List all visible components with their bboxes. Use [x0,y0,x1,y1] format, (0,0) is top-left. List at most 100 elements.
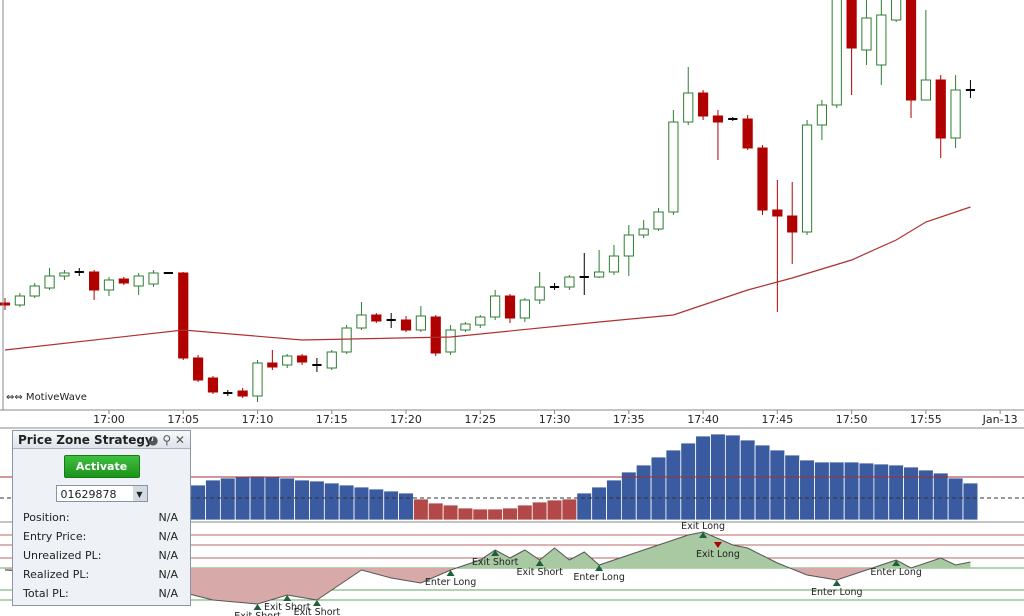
stats: Position: N/A Entry Price: N/A Unrealized PL… [13,508,190,603]
candle-body [178,272,189,359]
candle-body [475,316,486,326]
signal-label: Exit Short [264,602,311,613]
x-tick-label: 17:25 [464,413,496,426]
account-select[interactable]: 01629878 [55,485,148,502]
stat-value: N/A [158,530,178,543]
signal-label: Exit Short [294,607,341,616]
histogram-bar [457,507,474,521]
signal-label: Exit Short [472,557,519,568]
histogram-bar [620,471,637,521]
histogram-bar [635,464,652,521]
histogram-bar [309,480,325,521]
histogram-bar [769,449,786,521]
histogram-bar [368,488,385,521]
candle-body [29,285,40,297]
signal-marker [491,550,500,556]
candle-body [861,17,872,51]
signal-marker [535,560,544,566]
histogram-bar [650,456,667,521]
signal-label: Enter Long [425,577,477,588]
x-tick-label: 17:35 [613,413,645,426]
candle-body [697,92,709,117]
histogram-bar [353,486,370,521]
candle-body [920,79,931,101]
candle-body [89,271,100,291]
candle-body [118,278,129,284]
stat-label: Realized PL: [23,568,90,581]
histogram-bar [799,459,815,521]
watermark: ⇔⇔ MotiveWave [6,392,87,403]
x-tick-label: Jan-13 [982,413,1018,426]
histogram-panel [0,433,1024,521]
histogram-bar [427,502,444,521]
signal-marker [312,600,321,606]
histogram-bar [338,484,355,521]
signal-label: Exit Long [696,549,740,560]
histogram-bar [546,499,563,521]
zone-area-up [5,532,971,568]
histogram-bar [903,466,919,521]
candle-body [237,390,248,397]
stat-row: Entry Price: N/A [13,527,190,546]
candle-body [801,124,813,233]
histogram-bar [947,477,964,521]
histogram-bar [219,477,236,521]
stat-value: N/A [158,587,178,600]
histogram-bar [754,444,771,521]
candle-body [876,14,887,66]
signal-marker [699,532,708,538]
histogram-bar [843,461,860,521]
candle-body [267,362,278,368]
candle-body [0,302,11,306]
candle-body [935,79,946,139]
histogram-bar [279,477,296,521]
moving-average [4,206,971,351]
x-tick-label: 17:45 [762,413,794,426]
candle-body [564,276,575,288]
x-tick-label: 17:30 [539,413,571,426]
histogram-bar [739,439,756,521]
signal-label: Enter Long [811,587,863,598]
histogram-bar [531,501,548,521]
histogram-bar [323,482,340,521]
candle-body [192,357,204,381]
candle-body [148,272,159,285]
histogram-bar [398,492,414,521]
signal-marker [713,542,722,548]
signal-marker [595,565,604,571]
histogram-bar [190,484,206,521]
candle-body [504,295,516,319]
histogram-bar [383,490,400,521]
signal-label: Exit Short [516,567,563,578]
candle-body [207,377,219,393]
candle-body [14,295,25,306]
candle-body [400,319,412,331]
histogram-bar [591,486,607,521]
candle-body [44,275,55,289]
candle-body [623,234,634,257]
signal-marker [253,604,262,610]
candle-body [460,323,471,331]
histogram-bar [932,472,949,521]
x-tick-label: 17:40 [687,413,719,426]
candle-body [371,314,382,322]
candle-body [415,315,426,331]
histogram-bar [695,435,711,521]
signal-label: Enter Long [573,572,625,583]
panel-icons[interactable]: ◕ ⚲ ✕ [148,433,185,447]
histogram-bar [576,492,593,521]
histogram-bar [205,479,221,521]
panel-title-text: Price Zone Strategy [18,433,153,447]
histogram-bar [665,449,682,521]
histogram-bar [873,463,890,521]
price-panel [0,0,976,402]
signal-label: Exit Short [234,611,281,616]
activate-button[interactable]: Activate [63,455,140,478]
candle-body [772,209,783,217]
histogram-bar [561,498,578,521]
stat-value: N/A [158,549,178,562]
x-tick-label: 17:05 [167,413,199,426]
stat-row: Position: N/A [13,508,190,527]
candle-body [341,327,352,353]
histogram-bar [814,461,830,521]
